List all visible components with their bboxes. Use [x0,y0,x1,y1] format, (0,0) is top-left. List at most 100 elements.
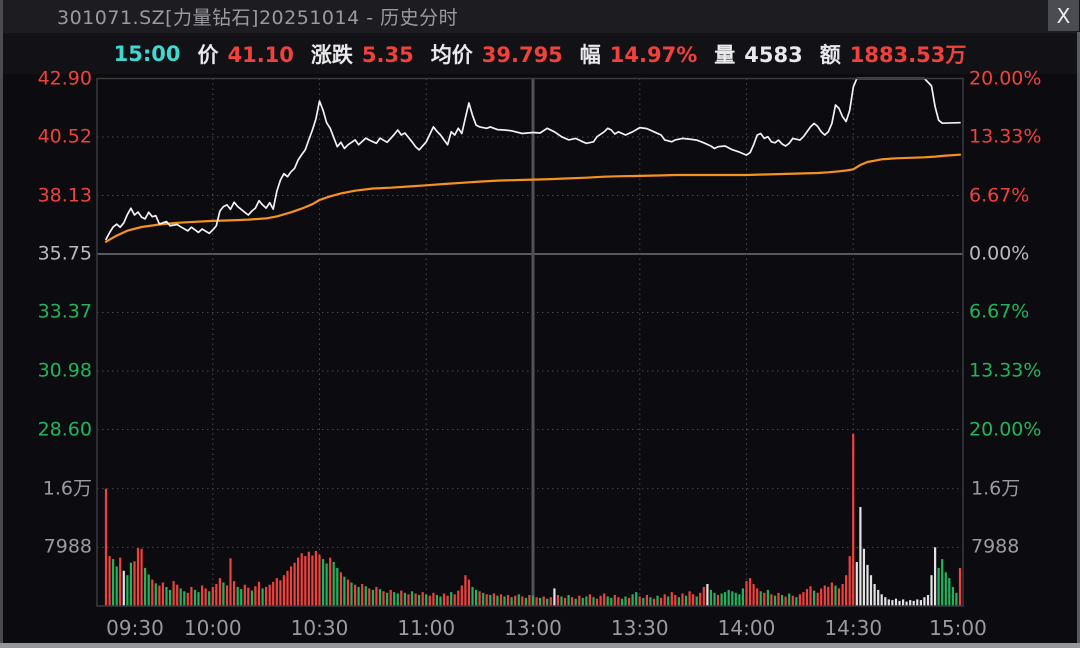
volume-bar [133,561,136,606]
volume-bar [944,572,947,606]
volume-bar [667,596,670,606]
volume-bar [805,589,809,606]
volume-bar [738,594,741,606]
volume-bar [457,590,460,606]
volume-bar [464,575,467,606]
close-button[interactable]: X [1048,0,1079,31]
volume-bar [692,594,695,606]
volume-bar [140,548,143,606]
price-line [105,77,961,241]
volume-bar [563,597,567,606]
price-axis-label: 28.60 [37,418,92,440]
volume-axis-label-right: 1.6万 [971,477,1021,500]
percent-axis-label: 20.00% [969,67,1042,89]
quote-time: 15:00 [113,41,181,66]
volume-bar [741,588,744,606]
volume-bar [418,595,421,606]
volume-bar [126,575,129,606]
volume-bar [855,562,858,606]
time-axis-label: 14:00 [717,616,776,640]
volume-bar [183,591,186,606]
volume-bar [322,559,325,606]
volume-bar [912,600,915,606]
field-value: 4583 [744,42,803,67]
volume-bar [734,592,737,606]
window-frame-right [1077,32,1080,648]
volume-bar [791,595,794,606]
window-title: 301071.SZ[力量钻石]20251014 - 历史分时 [57,7,459,29]
volume-bar [492,593,495,606]
volume-bar [257,581,261,606]
quote-field-涨跌: 涨跌 5.35 [311,39,414,69]
volume-bar [414,593,417,606]
volume-bar [773,595,777,606]
volume-bar [179,588,182,606]
price-axis-label: 40.52 [37,125,92,148]
volume-bar [560,596,563,606]
volume-bar [396,593,399,606]
time-axis-label: 15:00 [929,616,987,640]
volume-bar [902,599,905,606]
volume-bar [407,594,410,606]
volume-bar [129,562,132,606]
price-axis-label: 38.13 [37,184,92,206]
volume-bar [393,592,396,606]
volume-bar [446,595,449,606]
volume-bar [688,591,691,606]
volume-bar [286,570,289,606]
volume-bar [261,588,264,606]
quote-field-额: 额 1883.53万 [820,39,967,69]
volume-bar [958,567,962,606]
volume-bar [599,595,602,606]
time-axis-label: 11:00 [397,616,456,640]
volume-bar [546,598,549,606]
volume-bar [204,588,207,606]
volume-bar [386,592,389,606]
volume-bar [332,562,335,606]
volume-bar [165,586,168,606]
volume-bar [528,595,531,606]
price-axis-label: 33.37 [37,300,92,323]
time-axis-label: 10:00 [183,616,242,640]
volume-bar [930,575,933,606]
volume-bar [581,597,584,606]
volume-bar [798,594,801,606]
volume-bar [535,597,538,606]
field-value: 5.35 [361,42,414,67]
percent-axis-label: 20.00% [969,418,1042,440]
volume-bar [503,596,506,606]
volume-bar [834,585,837,606]
volume-bar [724,592,727,606]
volume-axis-label-left: 1.6万 [42,477,92,500]
field-value: 39.795 [481,42,563,67]
volume-bar [190,586,193,606]
volume-bar [894,598,898,606]
volume-bar [919,600,922,606]
volume-bar [731,591,734,606]
volume-bar [453,594,456,606]
volume-bar [887,599,890,606]
window-frame-left [0,0,3,648]
volume-bar [820,588,823,606]
volume-bar [866,564,869,606]
volume-bar [848,556,851,606]
volume-bars [104,433,962,606]
volume-bar [282,575,285,606]
price-axis-label: 42.90 [37,67,92,89]
volume-bar [176,584,179,606]
volume-bar [147,574,150,606]
percent-axis-label: 6.67% [969,300,1030,323]
volume-bar [368,588,371,606]
percent-axis-label: 6.67% [969,184,1030,206]
volume-bar [361,584,364,606]
volume-bar [656,595,659,606]
volume-bar [862,548,865,606]
volume-bar [852,433,855,606]
volume-bar [336,567,339,606]
volume-bar [425,594,428,606]
volume-bar [222,582,225,606]
volume-bar [343,576,346,606]
volume-bar [713,592,716,606]
volume-bar [556,595,559,606]
